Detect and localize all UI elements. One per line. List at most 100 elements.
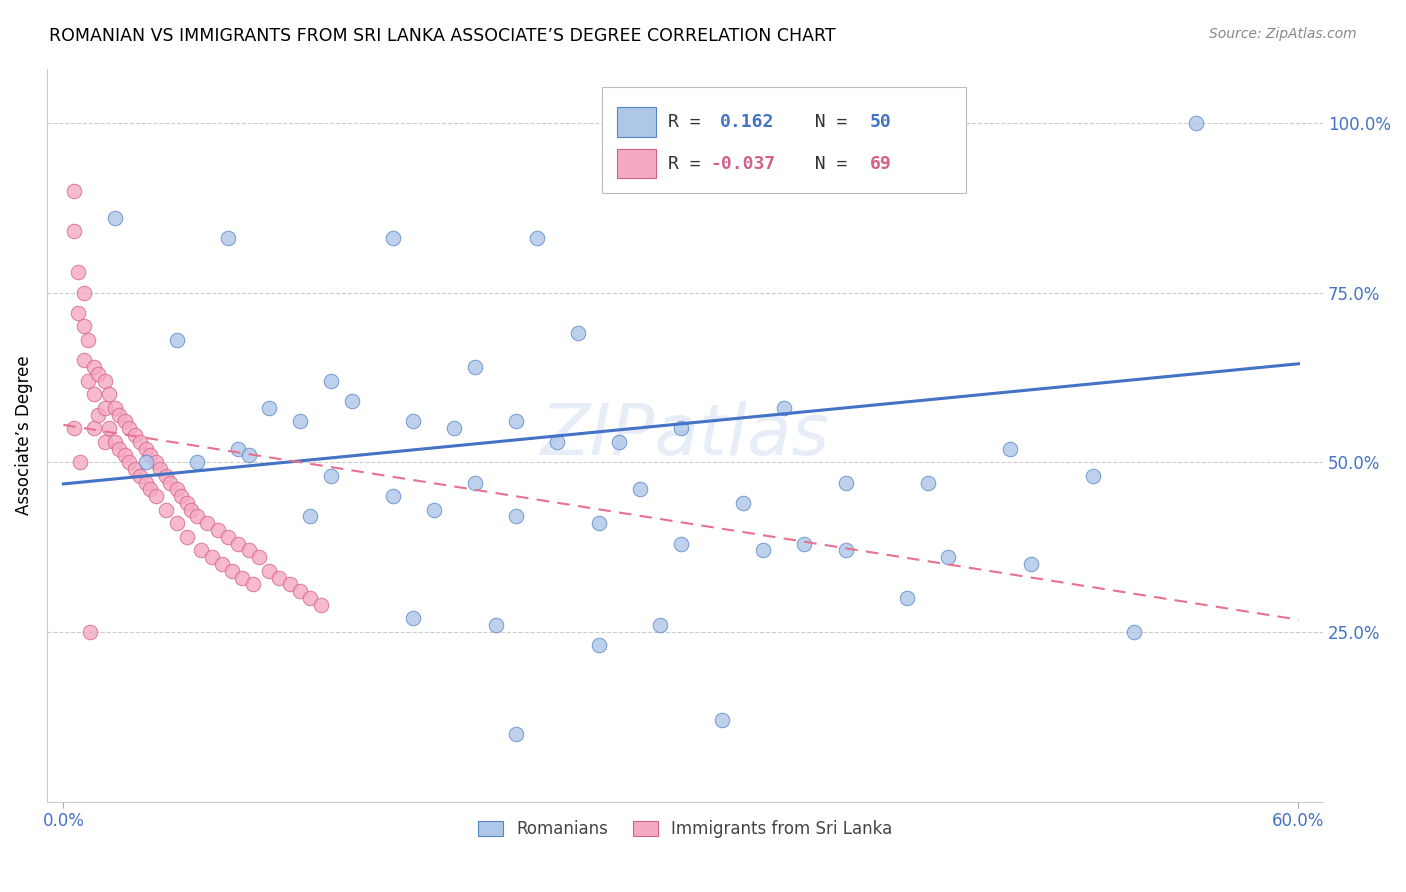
- Point: [278, 577, 301, 591]
- Point: [793, 536, 815, 550]
- Point: [423, 502, 446, 516]
- Point: [73, 319, 96, 334]
- Point: [69, 455, 91, 469]
- Point: [114, 449, 136, 463]
- Point: [124, 462, 146, 476]
- Point: [247, 550, 270, 565]
- Point: [319, 374, 342, 388]
- Point: [128, 468, 150, 483]
- Text: 50: 50: [870, 113, 891, 131]
- Point: [217, 530, 239, 544]
- Point: [402, 611, 425, 625]
- Point: [135, 475, 157, 490]
- Text: N =: N =: [793, 155, 859, 173]
- Point: [62, 184, 84, 198]
- Point: [104, 434, 127, 449]
- Point: [145, 455, 167, 469]
- Point: [221, 564, 243, 578]
- Point: [669, 536, 692, 550]
- Point: [628, 483, 651, 497]
- Point: [139, 449, 162, 463]
- Point: [731, 496, 754, 510]
- Text: Source: ZipAtlas.com: Source: ZipAtlas.com: [1209, 27, 1357, 41]
- Point: [176, 530, 198, 544]
- Point: [228, 536, 250, 550]
- Point: [93, 434, 115, 449]
- Point: [97, 421, 120, 435]
- Point: [381, 489, 404, 503]
- Point: [1184, 116, 1206, 130]
- Point: [62, 421, 84, 435]
- Point: [443, 421, 465, 435]
- Y-axis label: Associate’s Degree: Associate’s Degree: [15, 355, 32, 515]
- Point: [567, 326, 589, 341]
- Point: [772, 401, 794, 415]
- Point: [834, 543, 856, 558]
- Point: [73, 285, 96, 300]
- Point: [238, 449, 260, 463]
- Point: [269, 571, 291, 585]
- Point: [104, 401, 127, 415]
- Text: R =: R =: [668, 113, 723, 131]
- Point: [917, 475, 939, 490]
- Point: [402, 415, 425, 429]
- Point: [79, 624, 101, 639]
- Point: [464, 360, 486, 375]
- Point: [62, 224, 84, 238]
- Point: [159, 475, 181, 490]
- Point: [231, 571, 253, 585]
- Point: [299, 509, 322, 524]
- Point: [180, 502, 202, 516]
- Point: [93, 401, 115, 415]
- Point: [228, 442, 250, 456]
- Point: [607, 434, 630, 449]
- Point: [288, 415, 311, 429]
- Point: [299, 591, 322, 605]
- Point: [257, 564, 280, 578]
- Point: [752, 543, 775, 558]
- Point: [257, 401, 280, 415]
- Point: [834, 475, 856, 490]
- Point: [166, 333, 188, 347]
- Point: [711, 713, 734, 727]
- Point: [190, 543, 212, 558]
- Point: [186, 509, 208, 524]
- Bar: [617, 107, 655, 136]
- Point: [896, 591, 918, 605]
- Point: [340, 394, 363, 409]
- Point: [77, 374, 100, 388]
- Point: [170, 489, 193, 503]
- Point: [124, 428, 146, 442]
- Point: [650, 618, 672, 632]
- Point: [546, 434, 568, 449]
- Point: [93, 374, 115, 388]
- Point: [242, 577, 264, 591]
- Point: [114, 415, 136, 429]
- Point: [118, 455, 141, 469]
- Point: [104, 211, 127, 225]
- Point: [83, 387, 105, 401]
- Point: [505, 509, 527, 524]
- Point: [166, 516, 188, 531]
- Point: [1019, 557, 1042, 571]
- Point: [669, 421, 692, 435]
- Point: [238, 543, 260, 558]
- Point: [66, 265, 89, 279]
- Point: [1000, 442, 1022, 456]
- Point: [108, 442, 131, 456]
- FancyBboxPatch shape: [602, 87, 966, 194]
- Point: [217, 231, 239, 245]
- Point: [83, 421, 105, 435]
- Point: [319, 468, 342, 483]
- Point: [155, 502, 177, 516]
- Point: [83, 360, 105, 375]
- Point: [128, 434, 150, 449]
- Point: [108, 408, 131, 422]
- Point: [155, 468, 177, 483]
- Point: [135, 455, 157, 469]
- Text: -0.037: -0.037: [710, 155, 776, 173]
- Point: [176, 496, 198, 510]
- Point: [505, 415, 527, 429]
- Text: 0.162: 0.162: [720, 113, 773, 131]
- Point: [77, 333, 100, 347]
